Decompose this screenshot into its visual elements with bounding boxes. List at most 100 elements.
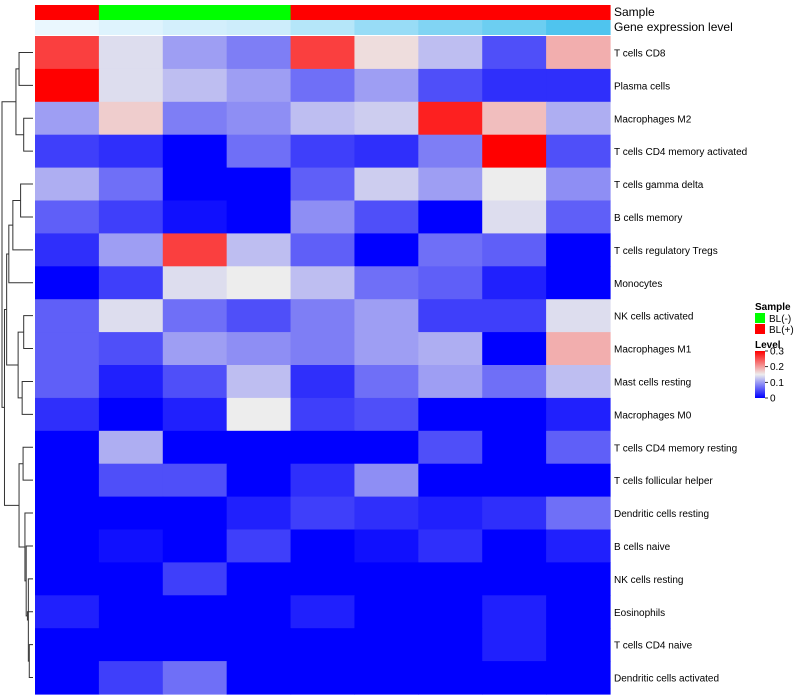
- heatmap-cell: [418, 628, 483, 662]
- row-label: T cells CD4 memory resting: [614, 443, 737, 454]
- heatmap-cell: [226, 332, 292, 366]
- heatmap-cell: [354, 595, 419, 629]
- heatmap-cell: [162, 233, 228, 267]
- heatmap-cell: [482, 167, 547, 202]
- heatmap-cell: [418, 529, 483, 563]
- dendrogram-branch: [21, 380, 33, 415]
- heatmap-cell: [354, 299, 419, 333]
- sample-annotation-cell: [162, 5, 228, 20]
- heatmap-cell: [35, 167, 100, 202]
- heatmap-cell: [546, 101, 611, 136]
- dendrogram-branch: [22, 446, 33, 481]
- row-label: NK cells resting: [614, 575, 683, 586]
- heatmap-cell: [482, 101, 547, 136]
- heatmap-cell: [290, 68, 356, 103]
- heatmap-cell: [354, 266, 419, 300]
- heatmap-cell: [418, 365, 483, 399]
- heatmap-cell: [162, 529, 228, 563]
- sample-annotation-cell: [35, 5, 100, 20]
- heatmap-cell: [482, 36, 547, 70]
- row-label: T cells regulatory Tregs: [614, 246, 718, 257]
- heatmap-cell: [35, 101, 100, 136]
- heatmap-cell: [354, 101, 419, 136]
- heatmap-cell: [418, 496, 483, 531]
- heatmap-cell: [290, 463, 356, 498]
- heatmap-cell: [418, 397, 483, 432]
- heatmap-cell: [35, 595, 100, 629]
- heatmap-cell: [98, 200, 164, 234]
- heatmap-cell: [162, 200, 228, 234]
- expression-annotation-cell: [35, 20, 100, 35]
- heatmap-cell: [482, 233, 547, 267]
- heatmap-cell: [35, 134, 100, 169]
- heatmap-cell: [418, 332, 483, 366]
- heatmap-cell: [354, 365, 419, 399]
- heatmap-cell: [226, 365, 292, 399]
- legend-sample-title: Sample: [755, 302, 791, 313]
- heatmap-cell: [226, 661, 292, 695]
- heatmap-cell: [354, 562, 419, 596]
- heatmap-cell: [98, 595, 164, 629]
- heatmap-cell: [226, 562, 292, 596]
- heatmap-cell: [418, 562, 483, 596]
- heatmap-cell: [226, 134, 292, 169]
- heatmap-cell: [418, 233, 483, 267]
- heatmap-cell: [35, 463, 100, 498]
- heatmap-cell: [226, 397, 292, 432]
- heatmap-cell: [162, 167, 228, 202]
- heatmap-cell: [418, 266, 483, 300]
- heatmap-cell: [226, 529, 292, 563]
- heatmap-cell: [98, 463, 164, 498]
- heatmap-cell: [546, 397, 611, 432]
- heatmap-cell: [98, 496, 164, 531]
- heatmap-cell: [418, 430, 483, 465]
- heatmap-cell: [354, 167, 419, 202]
- heatmap-cell: [482, 365, 547, 399]
- heatmap-cell: [354, 628, 419, 662]
- heatmap-cell: [546, 661, 611, 695]
- heatmap-cell: [35, 299, 100, 333]
- heatmap-cell: [482, 463, 547, 498]
- heatmap-cell: [418, 661, 483, 695]
- heatmap-cell: [546, 332, 611, 366]
- heatmap-cell: [162, 332, 228, 366]
- sample-annotation-cell: [98, 5, 164, 20]
- heatmap-cell: [418, 68, 483, 103]
- heatmap-cell: [98, 36, 164, 70]
- heatmap-cell: [162, 430, 228, 465]
- heatmap-cell: [98, 365, 164, 399]
- heatmap-cells: [35, 36, 611, 695]
- heatmap-cell: [226, 496, 292, 531]
- heatmap-cell: [35, 68, 100, 103]
- heatmap-cell: [290, 200, 356, 234]
- row-label: Macrophages M1: [614, 345, 692, 356]
- legend-tick-label: 0: [770, 394, 776, 405]
- heatmap-cell: [290, 332, 356, 366]
- heatmap-cell: [162, 299, 228, 333]
- row-label: NK cells activated: [614, 312, 693, 323]
- row-dendrogram: [1, 51, 33, 679]
- heatmap-cell: [290, 397, 356, 432]
- heatmap-cell: [354, 430, 419, 465]
- heatmap-cell: [354, 36, 419, 70]
- heatmap-cell: [98, 430, 164, 465]
- heatmap-cell: [35, 365, 100, 399]
- heatmap-cell: [98, 332, 164, 366]
- dendrogram-branch: [17, 331, 24, 399]
- heatmap-cell: [418, 463, 483, 498]
- heatmap-cell: [354, 661, 419, 695]
- heatmap-cell: [354, 463, 419, 498]
- expression-annotation-cell: [98, 20, 164, 35]
- heatmap-cell: [162, 397, 228, 432]
- heatmap-cell: [546, 529, 611, 563]
- heatmap-cell: [418, 200, 483, 234]
- dendrogram-branch: [25, 545, 33, 617]
- heatmap-cell: [418, 101, 483, 136]
- heatmap-cell: [35, 397, 100, 432]
- dendrogram-branch: [15, 68, 24, 136]
- dendrogram-branch: [1, 101, 16, 408]
- heatmap-cell: [226, 68, 292, 103]
- heatmap-cell: [290, 134, 356, 169]
- row-labels: T cells CD8 Plasma cells Macrophages M2 T c…: [614, 48, 747, 684]
